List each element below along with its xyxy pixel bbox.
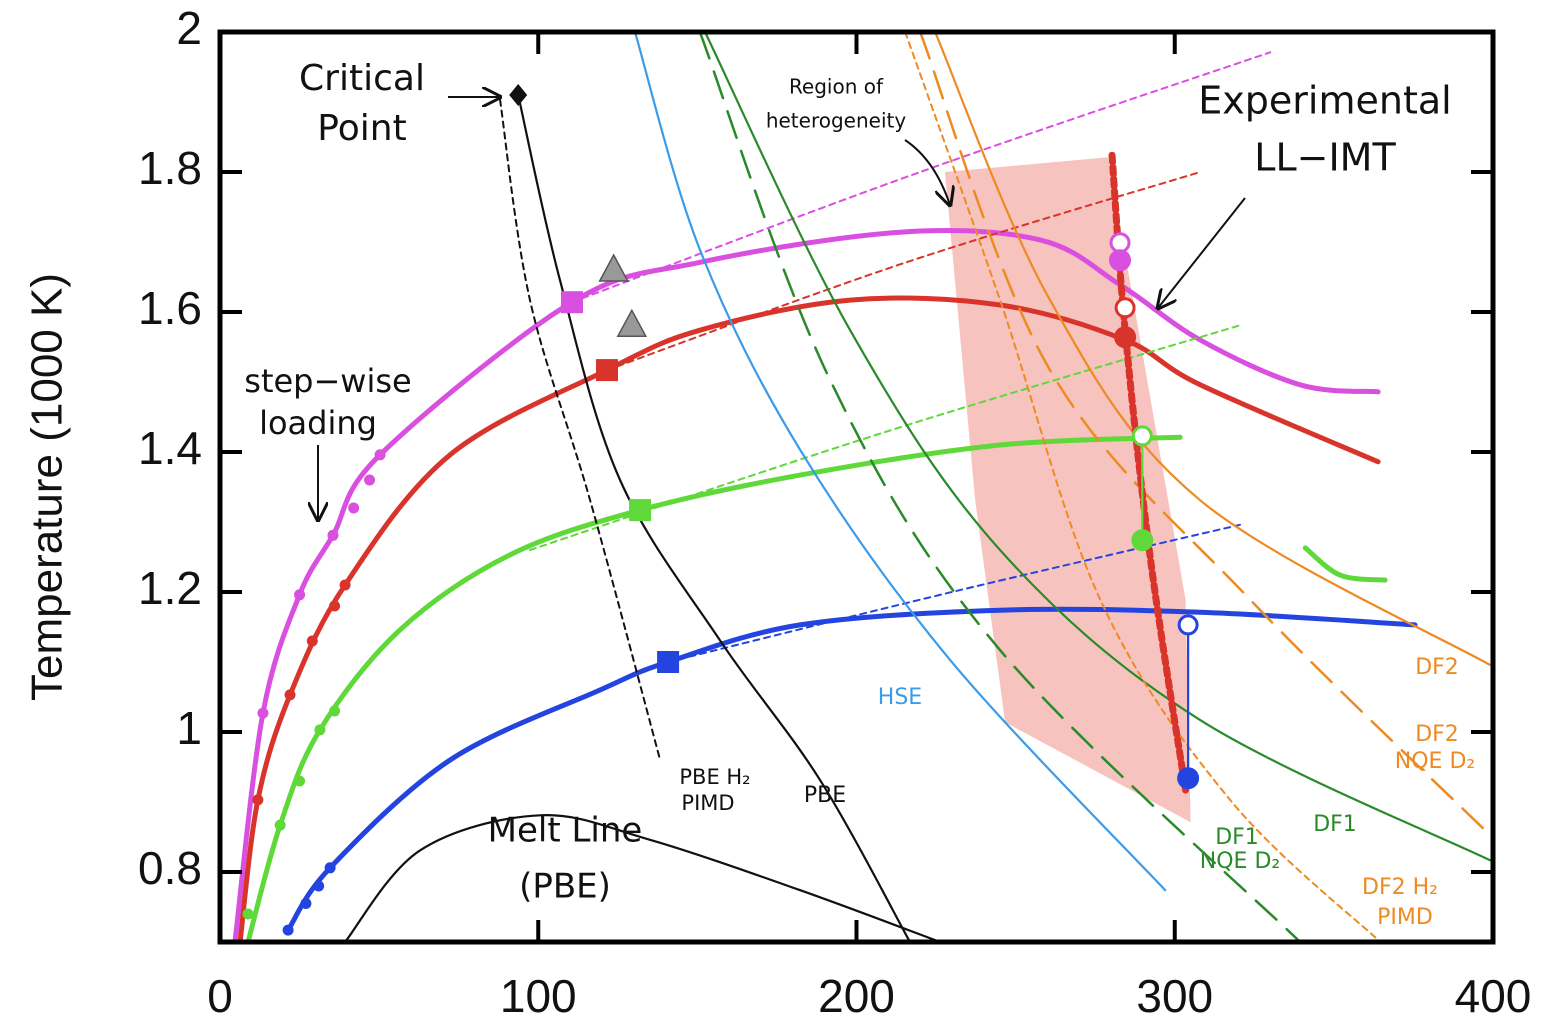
line xyxy=(918,32,1492,837)
marker-open xyxy=(1131,425,1153,447)
marker-dot xyxy=(329,600,341,612)
annotation: DF2 xyxy=(1415,655,1459,680)
marker-circle xyxy=(1114,326,1137,349)
arrow xyxy=(1158,197,1246,308)
marker-open xyxy=(1109,232,1131,254)
annotation: heterogeneity xyxy=(766,109,907,133)
y-tick-label: 2 xyxy=(176,2,202,54)
line xyxy=(904,32,1382,942)
annotation: step−wise xyxy=(244,362,411,400)
y-tick-label: 1.8 xyxy=(138,142,202,194)
marker-dot xyxy=(313,880,325,892)
annotation: NQE D₂ xyxy=(1200,849,1280,874)
marker-triangle xyxy=(598,253,629,282)
marker-dot xyxy=(306,635,318,647)
marker-dot xyxy=(252,794,264,806)
line xyxy=(528,324,1241,551)
marker-dot xyxy=(282,924,294,936)
annotation: PIMD xyxy=(1377,905,1433,930)
line xyxy=(703,32,1491,862)
marker-triangle xyxy=(616,308,648,338)
marker-circle xyxy=(1109,249,1132,272)
marker-dot xyxy=(324,862,336,874)
marker-dot xyxy=(329,705,341,717)
marker-dot xyxy=(300,898,312,909)
y-tick-label: 0.8 xyxy=(138,842,202,894)
x-tick-label: 300 xyxy=(1136,970,1213,1022)
annotation: (PBE) xyxy=(519,867,611,907)
marker-square xyxy=(629,499,652,522)
marker-dot xyxy=(294,589,306,601)
y-axis-label: Temperature (1000 K) xyxy=(23,273,72,701)
annotation: Critical xyxy=(299,58,425,99)
y-tick-label: 1.4 xyxy=(138,422,202,474)
annotation: Region of xyxy=(789,75,884,99)
line xyxy=(1302,545,1388,583)
marker-dot xyxy=(314,724,326,736)
marker-dot xyxy=(294,775,306,787)
annotation: DF2 xyxy=(1415,722,1459,747)
y-tick-label: 1.2 xyxy=(138,562,202,614)
marker-circle xyxy=(1177,767,1200,790)
marker-dot xyxy=(327,529,339,541)
line xyxy=(570,51,1272,304)
line xyxy=(698,32,1302,942)
annotation: PBE H₂ xyxy=(679,765,750,789)
marker-open xyxy=(1177,614,1199,636)
line xyxy=(934,32,1491,666)
line xyxy=(343,814,942,942)
annotation: NQE D₂ xyxy=(1395,749,1475,774)
annotation: LL−IMT xyxy=(1254,136,1396,180)
marker-square xyxy=(657,651,680,673)
x-tick-label: 100 xyxy=(500,970,577,1022)
annotation: Melt Line xyxy=(488,811,643,851)
marker-square xyxy=(560,291,583,314)
line xyxy=(499,98,662,761)
marker-dot xyxy=(348,502,360,514)
marker-square xyxy=(595,359,618,382)
x-tick-label: 200 xyxy=(818,970,895,1022)
annotation: DF2 H₂ xyxy=(1362,875,1438,900)
marker-dot xyxy=(257,707,269,719)
line xyxy=(232,228,1381,942)
annotation: Point xyxy=(317,108,406,149)
marker-dot xyxy=(374,449,386,461)
annotation: HSE xyxy=(878,685,922,710)
annotation: PBE xyxy=(804,783,846,808)
annotation: Experimental xyxy=(1198,79,1451,123)
x-tick-label: 400 xyxy=(1455,970,1532,1022)
marker-dot xyxy=(242,908,254,920)
arrows xyxy=(318,97,1246,520)
annotation: DF1 xyxy=(1215,825,1259,850)
marker-circle xyxy=(1131,529,1154,552)
marker-open xyxy=(1114,297,1136,319)
annotation: DF1 xyxy=(1313,812,1357,837)
y-tick-label: 1.6 xyxy=(138,282,202,334)
line xyxy=(667,523,1241,663)
line xyxy=(245,434,1183,942)
arrow xyxy=(904,139,950,205)
marker-diamond xyxy=(509,84,528,106)
x-tick-label: 0 xyxy=(207,970,233,1022)
marker-dot xyxy=(284,689,296,701)
line xyxy=(605,171,1202,372)
annotation: loading xyxy=(259,404,377,442)
marker-dot xyxy=(364,474,376,486)
marker-dot xyxy=(339,579,351,591)
y-tick-label: 1 xyxy=(176,702,202,754)
region xyxy=(944,157,1191,823)
line xyxy=(517,93,912,942)
plot-area xyxy=(232,32,1492,942)
annotation: PIMD xyxy=(681,791,734,815)
marker-dot xyxy=(274,819,286,831)
line xyxy=(285,606,1418,933)
line xyxy=(633,32,1167,892)
